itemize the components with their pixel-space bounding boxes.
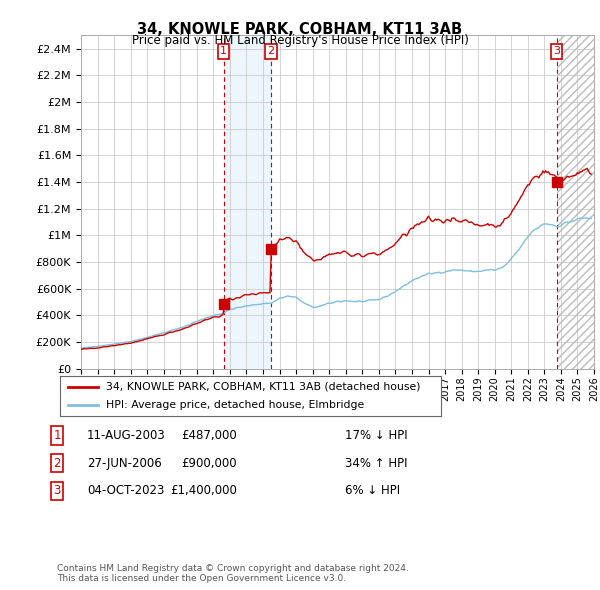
Text: 34% ↑ HPI: 34% ↑ HPI [345, 457, 407, 470]
Text: Contains HM Land Registry data © Crown copyright and database right 2024.
This d: Contains HM Land Registry data © Crown c… [57, 563, 409, 583]
Text: HPI: Average price, detached house, Elmbridge: HPI: Average price, detached house, Elmb… [106, 400, 364, 410]
Text: 34, KNOWLE PARK, COBHAM, KT11 3AB: 34, KNOWLE PARK, COBHAM, KT11 3AB [137, 22, 463, 37]
Text: 3: 3 [53, 484, 61, 497]
Text: 1: 1 [220, 47, 227, 57]
Text: 3: 3 [553, 47, 560, 57]
Text: 2: 2 [53, 457, 61, 470]
Text: £487,000: £487,000 [181, 429, 237, 442]
Text: 2: 2 [268, 47, 275, 57]
Text: £1,400,000: £1,400,000 [170, 484, 237, 497]
Text: £900,000: £900,000 [181, 457, 237, 470]
Text: 11-AUG-2003: 11-AUG-2003 [87, 429, 166, 442]
Text: 27-JUN-2006: 27-JUN-2006 [87, 457, 162, 470]
Text: Price paid vs. HM Land Registry's House Price Index (HPI): Price paid vs. HM Land Registry's House … [131, 34, 469, 47]
Text: 1: 1 [53, 429, 61, 442]
Bar [557, 35, 594, 369]
Text: 34, KNOWLE PARK, COBHAM, KT11 3AB (detached house): 34, KNOWLE PARK, COBHAM, KT11 3AB (detac… [106, 382, 420, 392]
Text: 04-OCT-2023: 04-OCT-2023 [87, 484, 164, 497]
Text: 17% ↓ HPI: 17% ↓ HPI [345, 429, 407, 442]
Bar [224, 35, 271, 369]
Text: 6% ↓ HPI: 6% ↓ HPI [345, 484, 400, 497]
Bar [557, 35, 594, 369]
